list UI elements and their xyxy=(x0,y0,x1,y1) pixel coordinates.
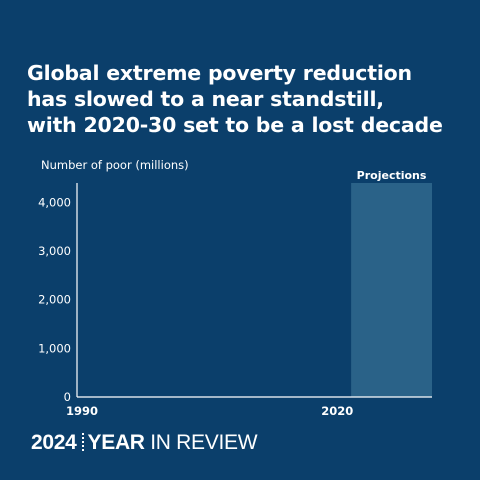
y-axis-label: Number of poor (millions) xyxy=(41,158,189,172)
logo-word-year: YEAR xyxy=(87,431,145,454)
projection-band xyxy=(351,183,432,397)
headline-line-2: has slowed to a near standstill, xyxy=(27,87,384,111)
y-tick-label: 0 xyxy=(64,390,71,404)
x-tick-label: 2020 xyxy=(321,404,353,418)
x-tick-label: 1990 xyxy=(66,404,98,418)
headline-line-1: Global extreme poverty reduction xyxy=(27,61,412,85)
chart-headline: Global extreme poverty reduction has slo… xyxy=(27,60,467,138)
y-tick-label: 3,000 xyxy=(38,244,71,258)
y-tick-label: 2,000 xyxy=(38,293,71,307)
y-tick-label: 1,000 xyxy=(38,341,71,355)
logo-word-in-review: IN REVIEW xyxy=(150,431,258,454)
y-tick-label: 4,000 xyxy=(38,195,71,209)
logo-separator xyxy=(81,433,84,451)
projection-label: Projections xyxy=(357,169,427,182)
logo-year: 2024 xyxy=(31,431,77,454)
headline-line-3: with 2020-30 set to be a lost decade xyxy=(27,113,443,137)
year-in-review-logo: 2024 YEAR IN REVIEW xyxy=(31,430,258,456)
